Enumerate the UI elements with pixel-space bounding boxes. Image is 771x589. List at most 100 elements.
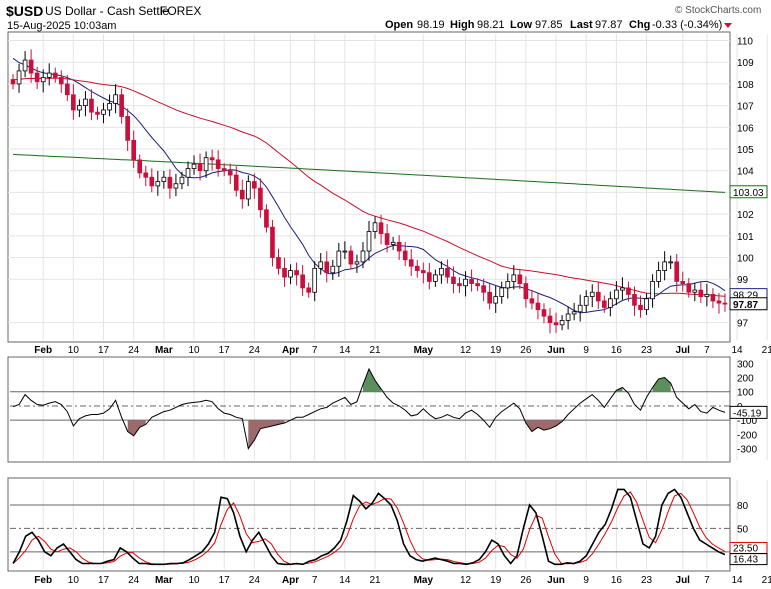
candle-body <box>113 94 118 104</box>
x-axis-label: 16 <box>611 345 623 356</box>
x-axis-label: Jul <box>676 345 691 356</box>
candle-body <box>722 302 728 305</box>
candle-body <box>28 59 34 74</box>
candle-body <box>529 298 535 304</box>
candle-body <box>481 285 486 293</box>
price-tag-box <box>729 185 768 199</box>
candle-body <box>354 261 360 265</box>
candle-body <box>264 209 269 228</box>
candle-body <box>553 322 559 326</box>
price-tag-label: 103.03 <box>733 188 764 199</box>
cci-tick-label: -200 <box>737 430 757 441</box>
y-tick-label: 102 <box>737 210 754 221</box>
x-axis-label: 17 <box>98 345 110 356</box>
candle-body <box>270 226 275 258</box>
candle-body <box>167 176 173 189</box>
x-axis-label: Feb <box>34 345 52 356</box>
x-axis-label: 9 <box>583 345 589 356</box>
y-tick-label: 107 <box>737 102 754 113</box>
candle-body <box>312 267 318 293</box>
x-axis-label: 14 <box>339 345 351 356</box>
x-axis-label-bottom: 17 <box>98 575 110 586</box>
open-value: 98.19 <box>417 19 445 31</box>
y-tick-label: 97 <box>737 319 749 330</box>
candle-body <box>324 261 330 274</box>
candle-body <box>330 265 336 274</box>
price-tag-label: 97.87 <box>733 300 758 311</box>
x-axis-label: 7 <box>312 345 318 356</box>
stoch-k-line <box>12 488 726 566</box>
cci-tick-label: -300 <box>737 445 757 456</box>
candle-body <box>469 278 474 284</box>
candle-body <box>420 270 426 274</box>
candle-body <box>125 116 130 141</box>
candle-body <box>614 289 619 300</box>
x-axis-label-bottom: Jul <box>676 575 691 586</box>
candle-body <box>487 291 493 304</box>
x-axis-label-bottom: 26 <box>520 575 532 586</box>
price-tag-box <box>729 297 768 311</box>
x-axis-label-bottom: Apr <box>282 575 299 586</box>
x-axis-label: 10 <box>68 345 80 356</box>
candle-body <box>541 309 547 317</box>
open-label: Open <box>385 19 413 31</box>
candle-body <box>644 298 649 311</box>
chg-label: Chg <box>629 19 650 31</box>
chg-value: -0.33 (-0.34%) <box>652 19 722 31</box>
candle-body <box>583 296 589 306</box>
candle-body <box>547 315 553 324</box>
candle-body <box>626 287 631 295</box>
candle-body <box>227 170 233 176</box>
candle-body <box>282 267 287 278</box>
candle-body <box>427 272 432 282</box>
candle-body <box>52 72 58 78</box>
x-axis-label-bottom: 21 <box>762 575 771 586</box>
candle-body <box>294 270 299 276</box>
price-panel <box>10 49 728 334</box>
x-axis-label: 21 <box>369 345 381 356</box>
y-tick-label: 108 <box>737 80 754 91</box>
candle-body <box>83 98 88 107</box>
candle-body <box>16 70 22 85</box>
cci-panel <box>10 367 730 450</box>
candle-body <box>342 250 348 253</box>
candle-body <box>233 174 239 191</box>
y-tick-label: 104 <box>737 167 754 178</box>
x-axis-label-bottom: 12 <box>460 575 472 586</box>
candle-body <box>101 109 106 115</box>
axes: FebFeb101017172424MarMar101017172424AprA… <box>34 37 771 586</box>
x-axis-label-bottom: 17 <box>219 575 231 586</box>
candle-body <box>402 250 408 261</box>
chart-symbol: $USD <box>6 3 43 19</box>
candle-body <box>571 311 577 315</box>
cci-positive-fill <box>363 369 382 392</box>
x-axis-label-bottom: 19 <box>490 575 502 586</box>
x-axis-label-bottom: 7 <box>704 575 710 586</box>
candle-body <box>300 274 305 289</box>
candle-body <box>620 287 625 291</box>
candle-body <box>107 103 112 111</box>
candle-body <box>451 276 456 284</box>
x-axis-label-bottom: Mar <box>155 575 173 586</box>
candle-body <box>209 157 215 161</box>
x-axis-label: Apr <box>282 345 299 356</box>
cci-positive-fill <box>652 377 671 392</box>
x-axis-label: Jun <box>547 345 565 356</box>
high-value: 98.21 <box>477 19 505 31</box>
candle-body <box>535 302 541 311</box>
candle-body <box>692 289 698 293</box>
candle-body <box>131 139 137 161</box>
cci-value-label: -45.19 <box>733 408 762 419</box>
x-axis-label-bottom: 24 <box>249 575 261 586</box>
watermark: © StockCharts.com <box>675 5 761 16</box>
x-axis-label-bottom: 23 <box>641 575 653 586</box>
candle-body <box>95 111 100 115</box>
y-tick-label: 101 <box>737 232 754 243</box>
x-axis-label-bottom: 24 <box>128 575 140 586</box>
candle-body <box>704 294 710 297</box>
cci-negative-fill <box>525 420 563 432</box>
cci-value-tag <box>729 405 768 419</box>
candle-body <box>638 304 643 311</box>
candle-body <box>499 287 505 297</box>
candle-body <box>457 283 462 287</box>
